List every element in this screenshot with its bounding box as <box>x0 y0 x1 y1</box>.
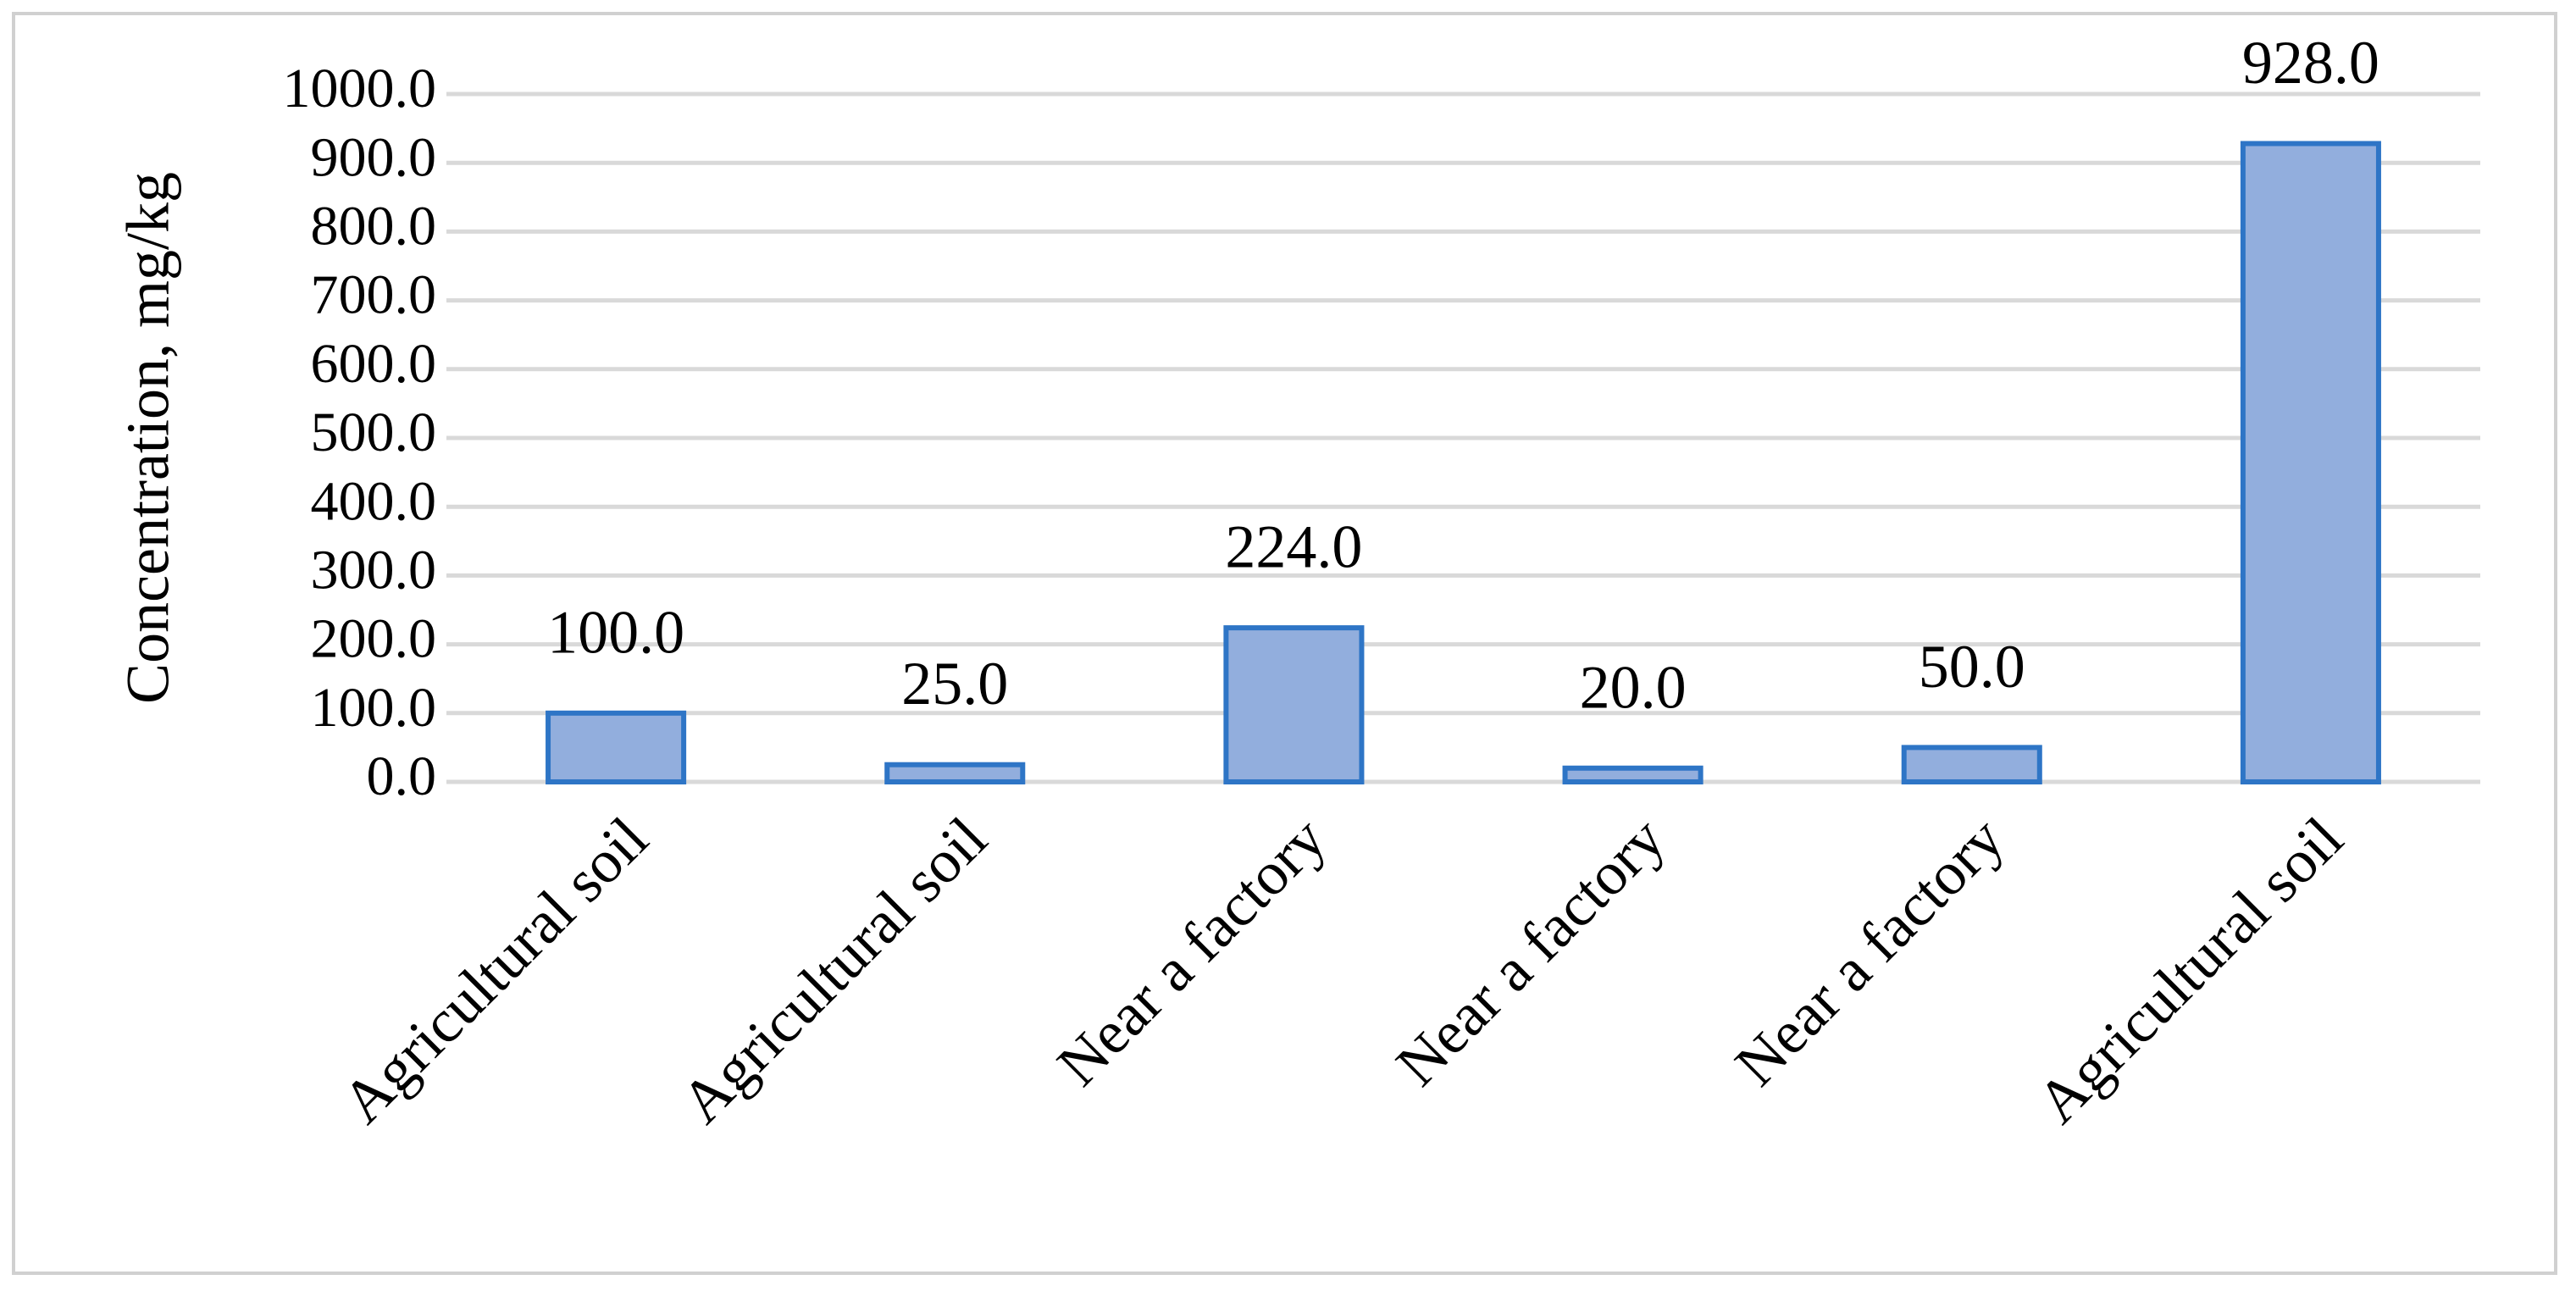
y-tick-label: 100.0 <box>311 677 437 739</box>
value-label: 928.0 <box>2242 29 2379 97</box>
value-label: 100.0 <box>547 598 684 666</box>
value-label: 25.0 <box>901 650 1008 718</box>
y-tick-label: 300.0 <box>311 540 437 601</box>
y-tick-label: 700.0 <box>311 264 437 326</box>
bar <box>546 710 687 784</box>
y-tick-label: 600.0 <box>311 333 437 395</box>
bar <box>1223 625 1365 784</box>
bar <box>2240 141 2381 785</box>
y-tick-label: 800.0 <box>311 196 437 258</box>
y-tick-label: 1000.0 <box>283 58 437 119</box>
bar <box>1901 745 2042 785</box>
value-label: 20.0 <box>1580 653 1687 721</box>
bar <box>884 762 1026 785</box>
y-tick-label: 900.0 <box>311 126 437 188</box>
y-tick-label: 0.0 <box>367 745 437 807</box>
y-tick-label: 400.0 <box>311 470 437 532</box>
y-tick-label: 200.0 <box>311 608 437 670</box>
value-label: 50.0 <box>1919 633 2025 701</box>
value-label: 224.0 <box>1225 513 1362 581</box>
bar <box>1562 765 1703 785</box>
y-axis-title: Concentration, mg/kg <box>114 172 182 704</box>
y-tick-label: 500.0 <box>311 402 437 463</box>
